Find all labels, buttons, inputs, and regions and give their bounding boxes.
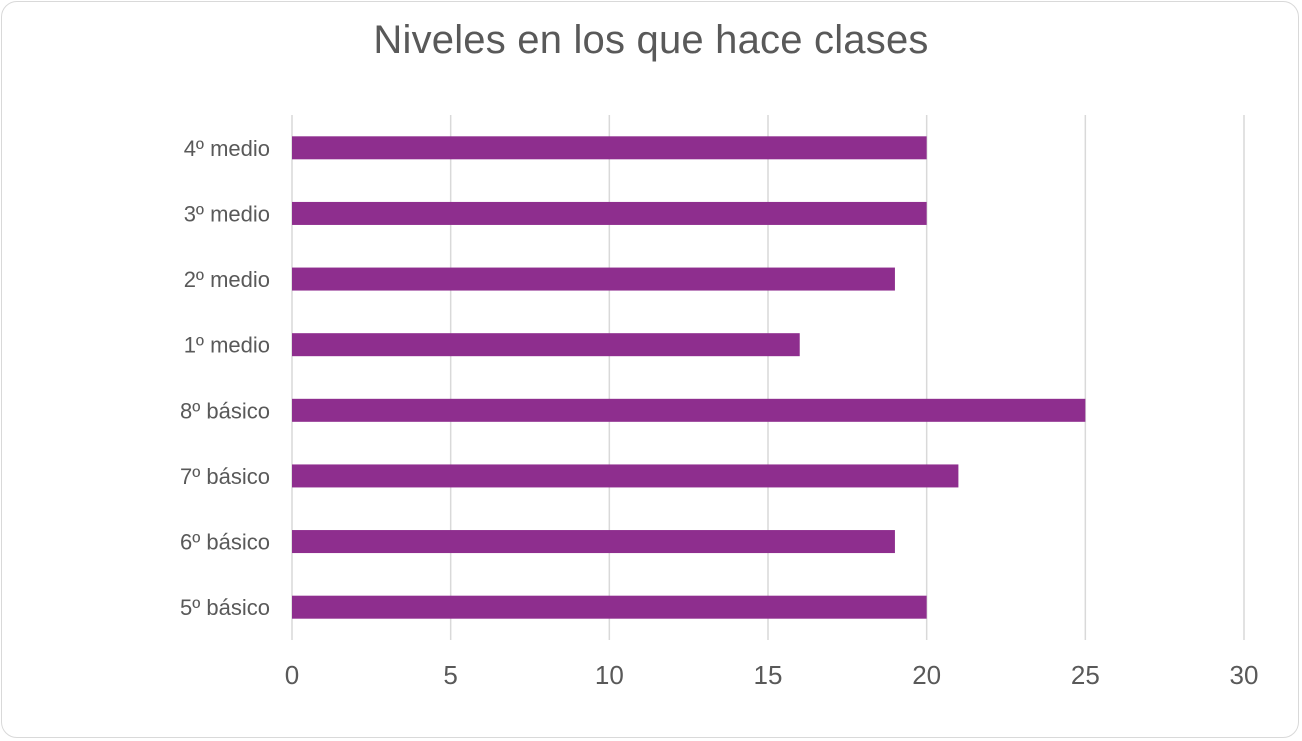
x-tick-labels: 0 5 10 15 20 25 30: [285, 660, 1259, 690]
bar-3: [292, 333, 800, 357]
category-label: 7º básico: [180, 464, 270, 489]
bar-2: [292, 267, 895, 291]
category-label: 1º medio: [184, 333, 270, 358]
x-tick-label: 30: [1230, 660, 1259, 690]
bar-0: [292, 136, 927, 160]
bar-4: [292, 398, 1086, 422]
bar-5: [292, 464, 959, 488]
x-tick-label: 20: [912, 660, 941, 690]
category-label: 3º medio: [184, 201, 270, 226]
category-label: 2º medio: [184, 267, 270, 292]
category-labels: 4º medio 3º medio 2º medio 1º medio 8º básic…: [180, 136, 270, 620]
bar-6: [292, 530, 895, 554]
x-tick-label: 0: [285, 660, 299, 690]
x-tick-label: 10: [595, 660, 624, 690]
category-label: 5º básico: [180, 595, 270, 620]
x-tick-label: 15: [754, 660, 783, 690]
category-label: 8º básico: [180, 398, 270, 423]
category-label: 4º medio: [184, 136, 270, 161]
chart-title: Niveles en los que hace clases: [373, 18, 929, 62]
bars: [292, 136, 1086, 619]
bar-7: [292, 595, 927, 619]
x-tick-label: 25: [1071, 660, 1100, 690]
gridlines: [291, 115, 1245, 640]
x-tick-label: 5: [443, 660, 457, 690]
bar-1: [292, 201, 927, 225]
category-label: 6º básico: [180, 530, 270, 555]
